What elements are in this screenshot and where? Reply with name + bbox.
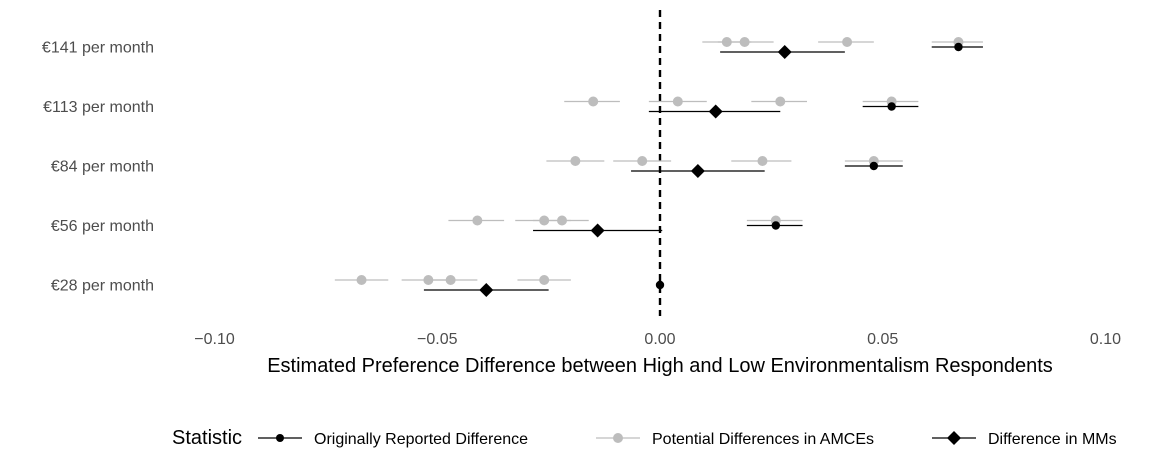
plot-area xyxy=(334,10,983,316)
y-tick-label: €84 per month xyxy=(51,159,154,176)
legend-label: Originally Reported Difference xyxy=(314,431,528,448)
mm-point xyxy=(708,104,723,119)
amce-point xyxy=(588,96,599,107)
legend-title: Statistic xyxy=(172,427,242,449)
x-tick-label: 0.05 xyxy=(867,331,898,348)
legend-label: Difference in MMs xyxy=(988,431,1117,448)
original-point xyxy=(954,42,963,52)
amce-point xyxy=(775,96,786,107)
mm-point xyxy=(590,223,605,238)
x-axis-label: Estimated Preference Difference between … xyxy=(267,355,1053,377)
amce-point xyxy=(757,156,768,166)
legend: Statistic Originally Reported Difference… xyxy=(172,427,1117,449)
y-tick-label: €28 per month xyxy=(51,278,154,295)
original-point xyxy=(771,221,781,230)
amce-point xyxy=(356,275,367,285)
amce-point xyxy=(637,156,648,166)
amce-point xyxy=(472,215,483,226)
y-tick-label: €56 per month xyxy=(51,218,154,235)
original-point xyxy=(869,161,879,171)
amce-point xyxy=(445,275,456,285)
legend-label: Potential Differences in AMCEs xyxy=(652,431,874,448)
amce-point xyxy=(570,156,581,166)
x-tick-label: −0.10 xyxy=(194,331,235,348)
amce-point xyxy=(739,37,750,47)
x-tick-label: −0.05 xyxy=(417,331,458,348)
y-axis: €141 per month €113 per month €84 per mont… xyxy=(42,40,154,295)
y-tick-label: €141 per month xyxy=(42,40,154,57)
legend-entry: Potential Differences in AMCEs xyxy=(596,431,874,448)
legend-key-circle xyxy=(613,433,623,443)
y-tick-label: €113 per month xyxy=(43,99,154,116)
legend-entry: Difference in MMs xyxy=(932,431,1117,448)
legend-key-diamond xyxy=(947,431,961,445)
amce-point xyxy=(557,215,567,226)
x-tick-label: 0.10 xyxy=(1090,331,1121,348)
x-tick-label: 0.00 xyxy=(644,331,675,348)
original-point xyxy=(887,102,896,111)
amce-point xyxy=(842,37,853,47)
amce-point xyxy=(672,96,683,107)
original-point xyxy=(655,280,665,290)
mm-point xyxy=(479,283,494,297)
legend-entry: Originally Reported Difference xyxy=(258,431,528,448)
amce-point xyxy=(539,275,550,285)
x-axis: −0.10 −0.05 0.00 0.05 0.10 xyxy=(194,331,1121,348)
mm-point xyxy=(777,45,792,59)
mm-point xyxy=(690,164,705,178)
legend-key-circle xyxy=(276,434,284,442)
